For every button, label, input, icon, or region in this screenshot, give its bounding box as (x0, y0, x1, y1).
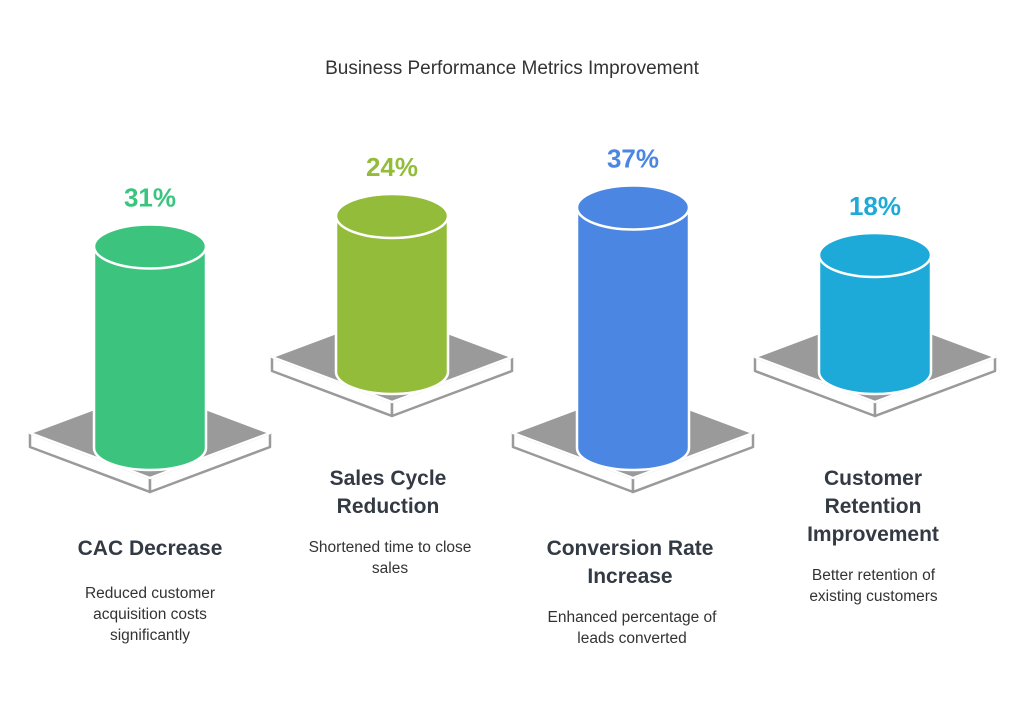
chart-title: Business Performance Metrics Improvement (325, 58, 699, 79)
cylinder-bar-cac (92, 245, 208, 472)
category-label-retention: Customer Retention Improvement (807, 467, 939, 546)
cylinder-bar-conversion (575, 206, 691, 472)
category-label-cac: CAC Decrease (77, 537, 223, 560)
cylinder-bar-retention (817, 253, 933, 396)
cylinder-top-retention (817, 231, 933, 279)
cylinder-top-sales-cycle (334, 192, 450, 240)
cylinder-top-conversion (575, 184, 691, 231)
value-label-sales-cycle: 24% (366, 152, 418, 182)
cylinder-bar-sales-cycle (334, 214, 450, 396)
category-label-conversion: Conversion Rate Increase (546, 537, 714, 588)
cylinder-top-cac (92, 223, 208, 270)
value-label-retention: 18% (849, 191, 901, 221)
category-label-sales-cycle: Sales Cycle Reduction (329, 467, 447, 518)
description-retention: Better retention of existing customers (809, 567, 938, 605)
description-conversion: Enhanced percentage of leads converted (547, 609, 717, 647)
value-label-cac: 31% (124, 183, 176, 213)
value-label-conversion: 37% (607, 144, 659, 174)
description-cac: Reduced customer acquisition costs signi… (84, 585, 216, 644)
description-sales-cycle: Shortened time to close sales (308, 539, 472, 577)
